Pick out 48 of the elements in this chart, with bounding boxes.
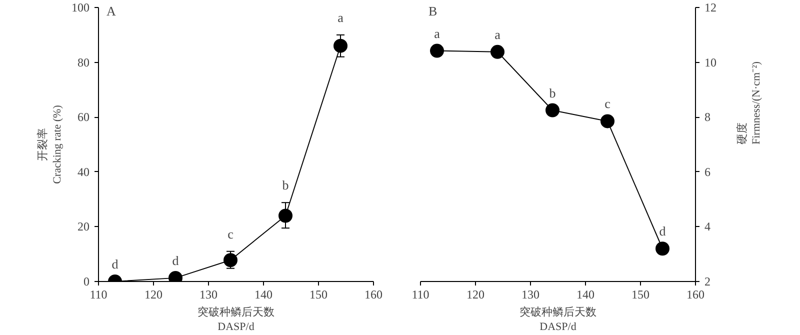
x-axis-title: 突破种鳞后天数 DASP/d — [198, 306, 274, 333]
annotation: d — [172, 252, 180, 268]
point — [224, 253, 238, 268]
y2-tick-label: 12 — [704, 0, 716, 14]
x-tick-label: 140 — [576, 288, 594, 302]
x-tick-label: 140 — [254, 288, 272, 302]
x-tick-label: 130 — [200, 288, 218, 302]
y-tick-label: 0 — [84, 274, 90, 288]
annotation: b — [549, 85, 556, 100]
y2-tick-label: 8 — [704, 110, 710, 124]
y-tick-label: 60 — [78, 110, 90, 124]
annotation: d — [112, 256, 119, 272]
y-axis-title: 开裂率 Cracking rate (%) — [36, 104, 64, 184]
chart-title: A — [106, 4, 116, 18]
annotation: c — [228, 226, 234, 242]
annotation: a — [434, 26, 440, 41]
point — [600, 114, 614, 128]
y2-tick-label: 4 — [704, 220, 710, 234]
annotation: c — [604, 96, 611, 112]
y-tick-label: 100 — [72, 0, 90, 14]
y2-tick-label: 2 — [704, 274, 710, 288]
x-tick-label: 160 — [364, 288, 382, 302]
x-tick-label: 150 — [310, 288, 328, 302]
x-tick-label: 110 — [412, 288, 430, 302]
annotation: d — [659, 224, 666, 239]
x-axis-title: 突破种鳞后天数 DASP/d — [520, 306, 596, 333]
x-tick-label: 110 — [90, 288, 108, 302]
x-tick-label: 160 — [686, 288, 704, 302]
y2-tick-label: 6 — [704, 164, 710, 179]
annotation: a — [338, 10, 344, 25]
annotation: a — [494, 26, 501, 42]
point — [656, 242, 670, 256]
y2-axis-title: 硬度 Firmness/(N·cm⁻²) — [735, 61, 763, 144]
point — [490, 44, 504, 59]
x-tick-label: 120 — [144, 288, 162, 302]
x-tick-label: 120 — [466, 288, 484, 302]
annotation: b — [282, 178, 289, 193]
x-tick-label: 130 — [522, 288, 540, 302]
point — [334, 38, 348, 53]
chart-title: B — [428, 4, 438, 18]
point — [278, 208, 292, 223]
y-tick-label: 80 — [78, 55, 90, 70]
y-tick-label: 40 — [78, 164, 90, 179]
x-tick-label: 150 — [632, 288, 650, 302]
point — [546, 103, 560, 118]
y-tick-label: 20 — [78, 220, 90, 234]
y2-tick-label: 10 — [704, 55, 716, 70]
point — [430, 44, 444, 58]
